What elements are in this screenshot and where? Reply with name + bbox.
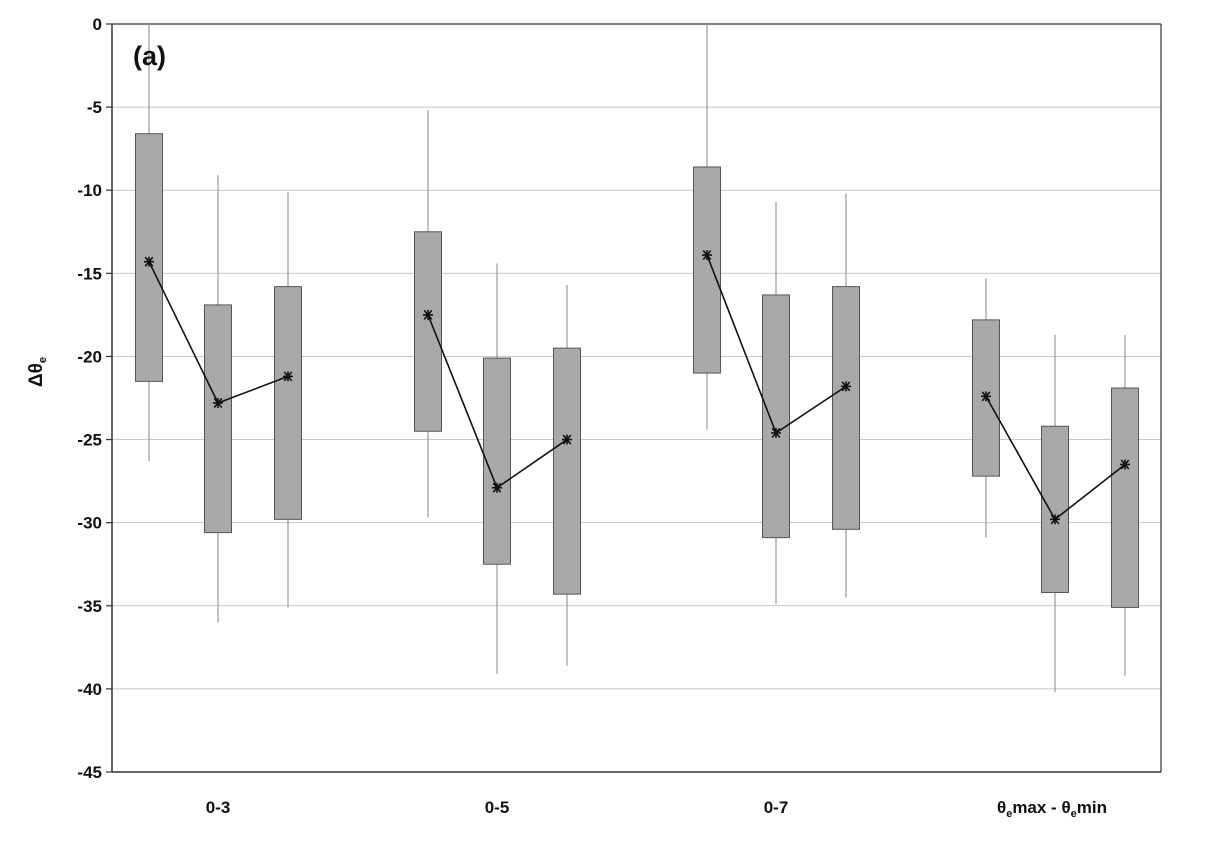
- y-tick-label: -15: [77, 264, 102, 283]
- mean-marker: [1120, 459, 1130, 470]
- x-category-label-part: θ: [997, 798, 1006, 817]
- x-category-label: 0-5: [485, 798, 510, 817]
- axes: [106, 23, 1162, 773]
- y-tick-label: -45: [77, 763, 102, 782]
- box: [693, 166, 721, 374]
- panel-label: (a): [133, 41, 166, 71]
- mean-marker: [841, 381, 851, 392]
- mean-marker: [283, 371, 293, 382]
- box: [553, 347, 581, 595]
- box: [414, 231, 442, 432]
- x-category-label: 0-7: [764, 798, 789, 817]
- x-category-label-part: e: [1071, 808, 1077, 820]
- mean-marker: [213, 397, 223, 408]
- labels: 0-5-10-15-20-25-30-35-40-450-3 0-5 0-7 θema…: [77, 15, 1107, 820]
- x-category-label-part: e: [1006, 808, 1012, 820]
- x-category-label-part: max - θ: [1012, 798, 1070, 817]
- mean-marker: [492, 482, 502, 493]
- x-category-label: 0-3: [206, 798, 231, 817]
- box: [204, 304, 232, 534]
- gridlines: [112, 23, 1161, 690]
- mean-marker: [562, 434, 572, 445]
- boxes: [135, 133, 1139, 608]
- y-tick-label: -30: [77, 514, 102, 533]
- x-category-label-part: min: [1077, 798, 1107, 817]
- mean-markers: [144, 250, 1130, 525]
- y-tick-label: -25: [77, 431, 102, 450]
- y-axis-title-subscript: e: [37, 357, 49, 363]
- mean-marker: [423, 309, 433, 320]
- y-tick-label: 0: [93, 15, 102, 34]
- y-tick-label: -35: [77, 597, 102, 616]
- x-category-label: θemax - θemin: [997, 798, 1107, 820]
- y-tick-label: -20: [77, 347, 102, 366]
- box: [762, 294, 790, 539]
- y-tick-label: -10: [77, 181, 102, 200]
- y-axis-title-main: Δθ: [26, 363, 47, 387]
- mean-marker: [144, 256, 154, 267]
- mean-marker: [1050, 514, 1060, 525]
- mean-marker: [981, 391, 991, 402]
- mean-marker: [771, 427, 781, 438]
- box: [274, 286, 302, 520]
- y-tick-label: -40: [77, 680, 102, 699]
- box: [1041, 425, 1069, 593]
- mean-marker: [702, 250, 712, 261]
- box: [832, 286, 860, 530]
- box: [483, 357, 511, 565]
- box: [1111, 387, 1139, 608]
- y-tick-label: -5: [87, 98, 102, 117]
- y-axis-title: Δθe: [26, 357, 49, 387]
